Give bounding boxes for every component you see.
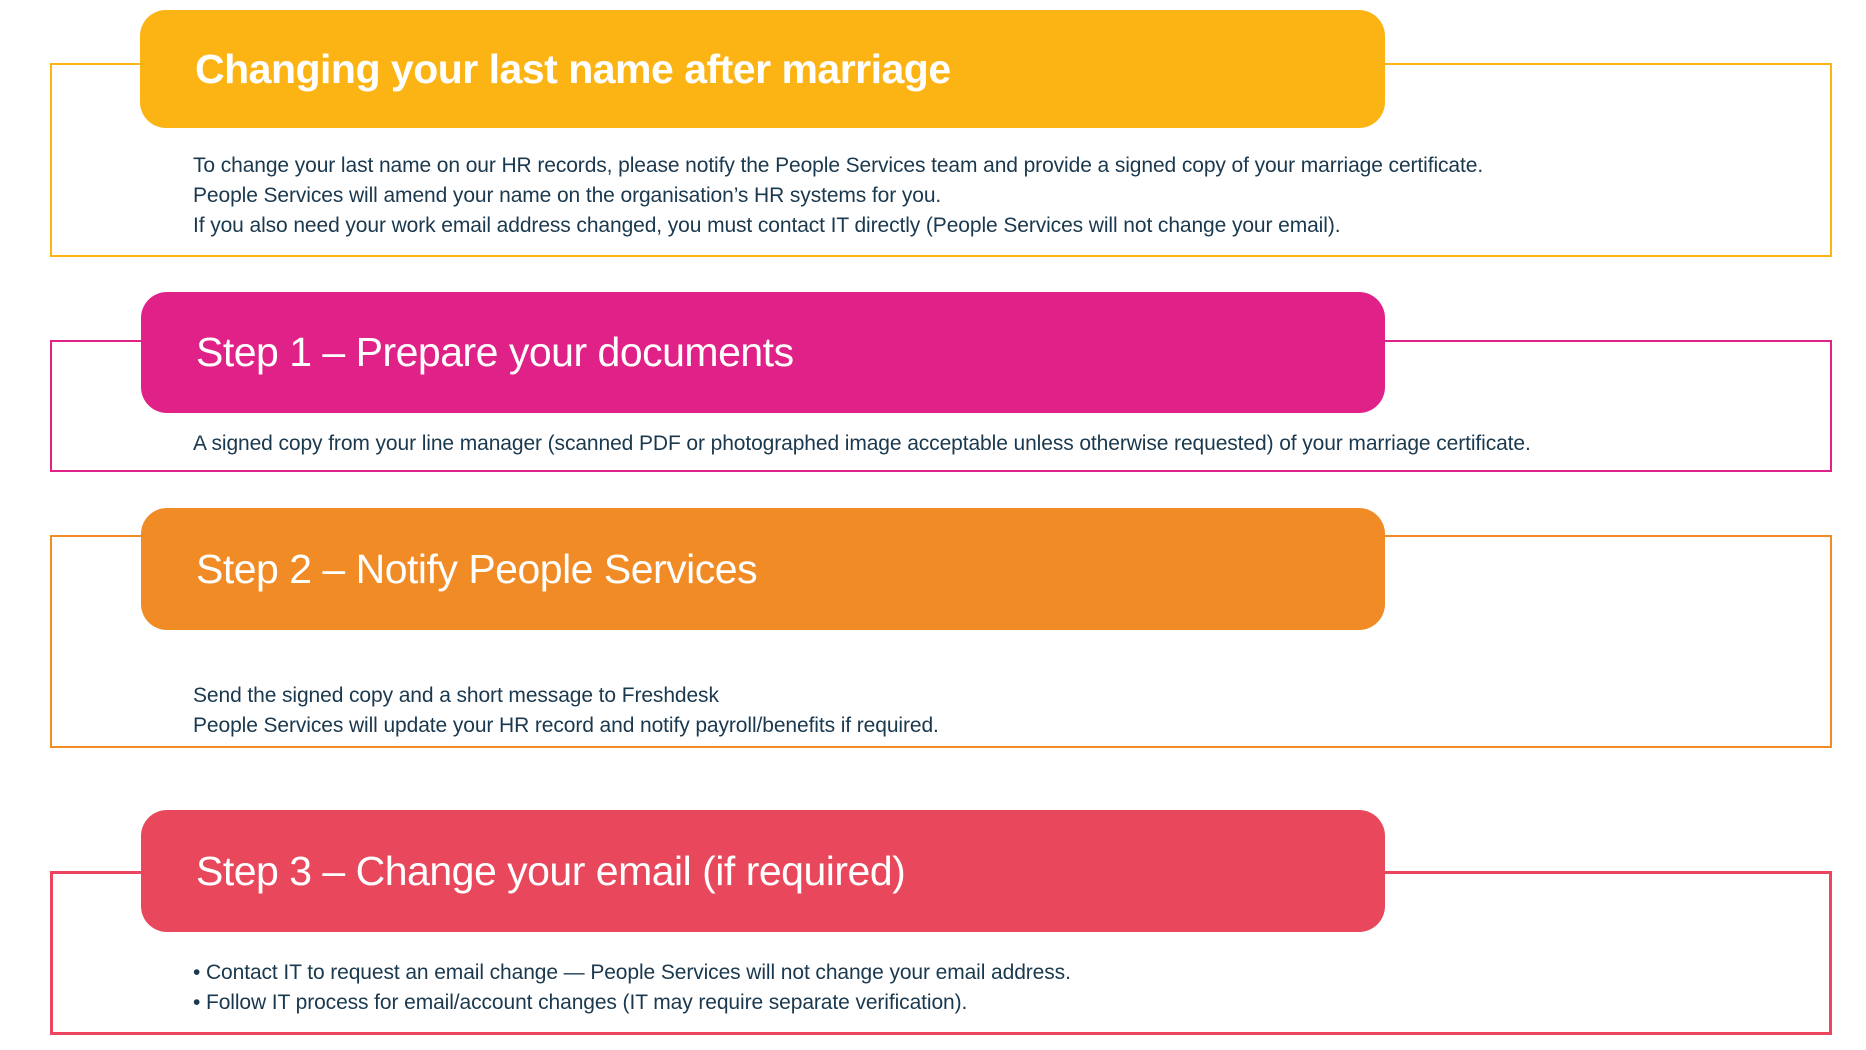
step-3-body: • Contact IT to request an email change … — [193, 958, 1071, 1018]
step-1-banner: Step 1 – Prepare your documents — [141, 292, 1385, 413]
step-3-title: Step 3 – Change your email (if required) — [196, 847, 906, 894]
body-line: If you also need your work email address… — [193, 214, 1341, 237]
step-2-body: Send the signed copy and a short message… — [193, 681, 939, 741]
body-line: Send the signed copy and a short message… — [193, 684, 719, 707]
intro-outline-box — [50, 63, 1832, 257]
page-title: Changing your last name after marriage — [195, 45, 951, 92]
step-2-banner: Step 2 – Notify People Services — [141, 508, 1385, 630]
step-1-title: Step 1 – Prepare your documents — [196, 329, 794, 375]
body-line: To change your last name on our HR recor… — [193, 154, 1484, 177]
body-line: People Services will update your HR reco… — [193, 714, 939, 737]
step-2-outline-box — [50, 535, 1832, 748]
bullet-line: • Contact IT to request an email change … — [193, 961, 1071, 984]
body-line: People Services will amend your name on … — [193, 184, 942, 207]
step-1-body: A signed copy from your line manager (sc… — [193, 429, 1531, 459]
intro-banner: Changing your last name after marriage — [140, 10, 1385, 128]
step-3-banner: Step 3 – Change your email (if required) — [141, 810, 1385, 932]
body-line: A signed copy from your line manager (sc… — [193, 432, 1531, 455]
step-2-title: Step 2 – Notify People Services — [196, 545, 758, 592]
step-3-outline-box — [50, 871, 1832, 1035]
intro-body: To change your last name on our HR recor… — [193, 151, 1483, 241]
bullet-line: • Follow IT process for email/account ch… — [193, 991, 968, 1014]
step-1-outline-box — [50, 340, 1832, 472]
